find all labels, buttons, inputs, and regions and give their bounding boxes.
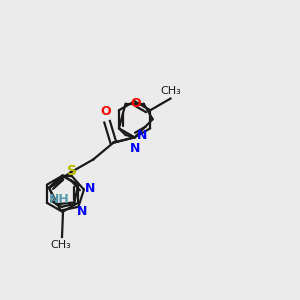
Text: CH₃: CH₃ [160,86,181,96]
Text: S: S [67,164,77,178]
Text: NH: NH [49,193,70,206]
Text: N: N [85,182,95,195]
Text: N: N [137,129,147,142]
Text: N: N [77,205,88,218]
Text: O: O [130,97,141,110]
Text: N: N [129,142,140,155]
Text: O: O [100,105,111,118]
Text: CH₃: CH₃ [51,240,71,250]
